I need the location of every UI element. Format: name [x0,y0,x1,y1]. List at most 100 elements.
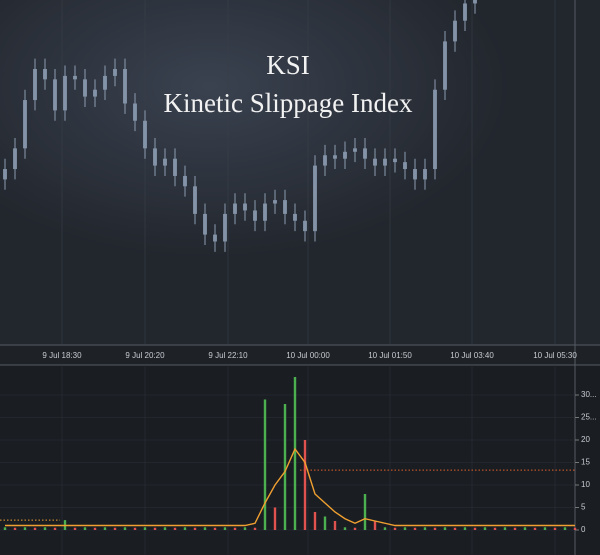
volume-bar [243,527,247,530]
candle-body [203,213,207,235]
volume-bar [213,527,217,530]
volume-bar [33,527,37,530]
candle-body [83,79,87,97]
volume-bar [443,527,447,530]
candle-body [363,148,367,159]
volume-bar [383,527,387,530]
volume-bar [293,377,297,530]
candle-body [373,158,377,166]
volume-bar [253,527,257,530]
volume-bar [173,527,177,530]
x-tick-label: 9 Jul 22:10 [208,351,248,360]
y-tick-label: 15 [581,458,590,467]
candle-body [333,155,337,159]
candle-body [423,169,427,180]
volume-bar [83,527,87,530]
volume-bar [313,512,317,530]
candle-body [13,148,17,170]
volume-bar [423,527,427,530]
candle-body [323,155,327,166]
candle-body [113,69,117,76]
volume-bar [183,527,187,530]
candle-body [383,158,387,166]
candle-body [343,151,347,159]
candle-body [353,148,357,152]
candle-body [293,213,297,221]
candle-body [213,234,217,242]
volume-bar [303,440,307,530]
volume-bar [433,527,437,530]
volume-bar [223,527,227,530]
y-tick-label: 0 [581,525,586,534]
volume-bar [483,527,487,530]
volume-bar [133,527,137,530]
x-tick-label: 9 Jul 18:30 [42,351,82,360]
candle-body [163,158,167,166]
candle-body [93,89,97,97]
candle-body [413,169,417,180]
candle-body [233,203,237,214]
candle-body [303,220,307,232]
volume-bar [553,527,557,530]
x-tick-label: 10 Jul 05:30 [533,351,577,360]
price-plot [3,0,556,345]
chart-title: KSI [266,50,310,80]
volume-bar [333,521,337,530]
volume-bar [193,527,197,530]
volume-bar [163,527,167,530]
candle-body [33,69,37,101]
candle-body [143,120,147,149]
volume-bar [103,527,107,530]
candle-body [453,20,457,42]
volume-bar [233,527,237,530]
volume-bar [283,404,287,530]
volume-bar [123,527,127,530]
price-panel [0,0,600,345]
indicator-line [5,447,575,527]
volume-bar [523,527,527,530]
candle-body [283,200,287,214]
y-tick-label: 20 [581,435,590,444]
candle-body [63,75,67,111]
candle-body [103,75,107,90]
candle-body [3,169,7,180]
volume-bar [563,527,567,530]
y-tick-label: 25... [581,413,597,422]
volume-bar [343,527,347,530]
volume-bar [153,527,157,530]
time-axis [0,345,600,365]
candle-body [253,210,257,221]
volume-bar [143,527,147,530]
volume-bar [573,527,577,530]
y-tick-label: 10 [581,480,590,489]
volume-bar [93,527,97,530]
candle-body [133,103,137,121]
volume-bar [363,494,367,530]
volume-bar [503,527,507,530]
volume-bar [393,527,397,530]
volume-bar [353,527,357,530]
candle-body [183,175,187,187]
candle-body [53,79,57,111]
chart-subtitle: Kinetic Slippage Index [164,88,413,118]
candle-body [313,165,317,232]
candle-body [433,89,437,170]
volume-bar [23,527,27,530]
candle-body [173,158,177,176]
x-tick-label: 10 Jul 01:50 [368,351,412,360]
x-tick-label: 10 Jul 00:00 [286,351,330,360]
volume-bar [273,507,277,530]
volume-bar [453,527,457,530]
volume-bar [113,527,117,530]
volume-bar [403,527,407,530]
labels: KSI Kinetic Slippage Index 9 Jul 18:30 9 … [42,50,596,534]
candle-body [443,41,447,90]
candle-body [43,69,47,80]
candle-body [473,0,477,4]
candle-body [193,186,197,214]
y-tick-label: 30... [581,390,597,399]
candle-body [243,203,247,211]
volume-plot [0,365,579,555]
volume-bar [543,527,547,530]
volume-bar [53,527,57,530]
